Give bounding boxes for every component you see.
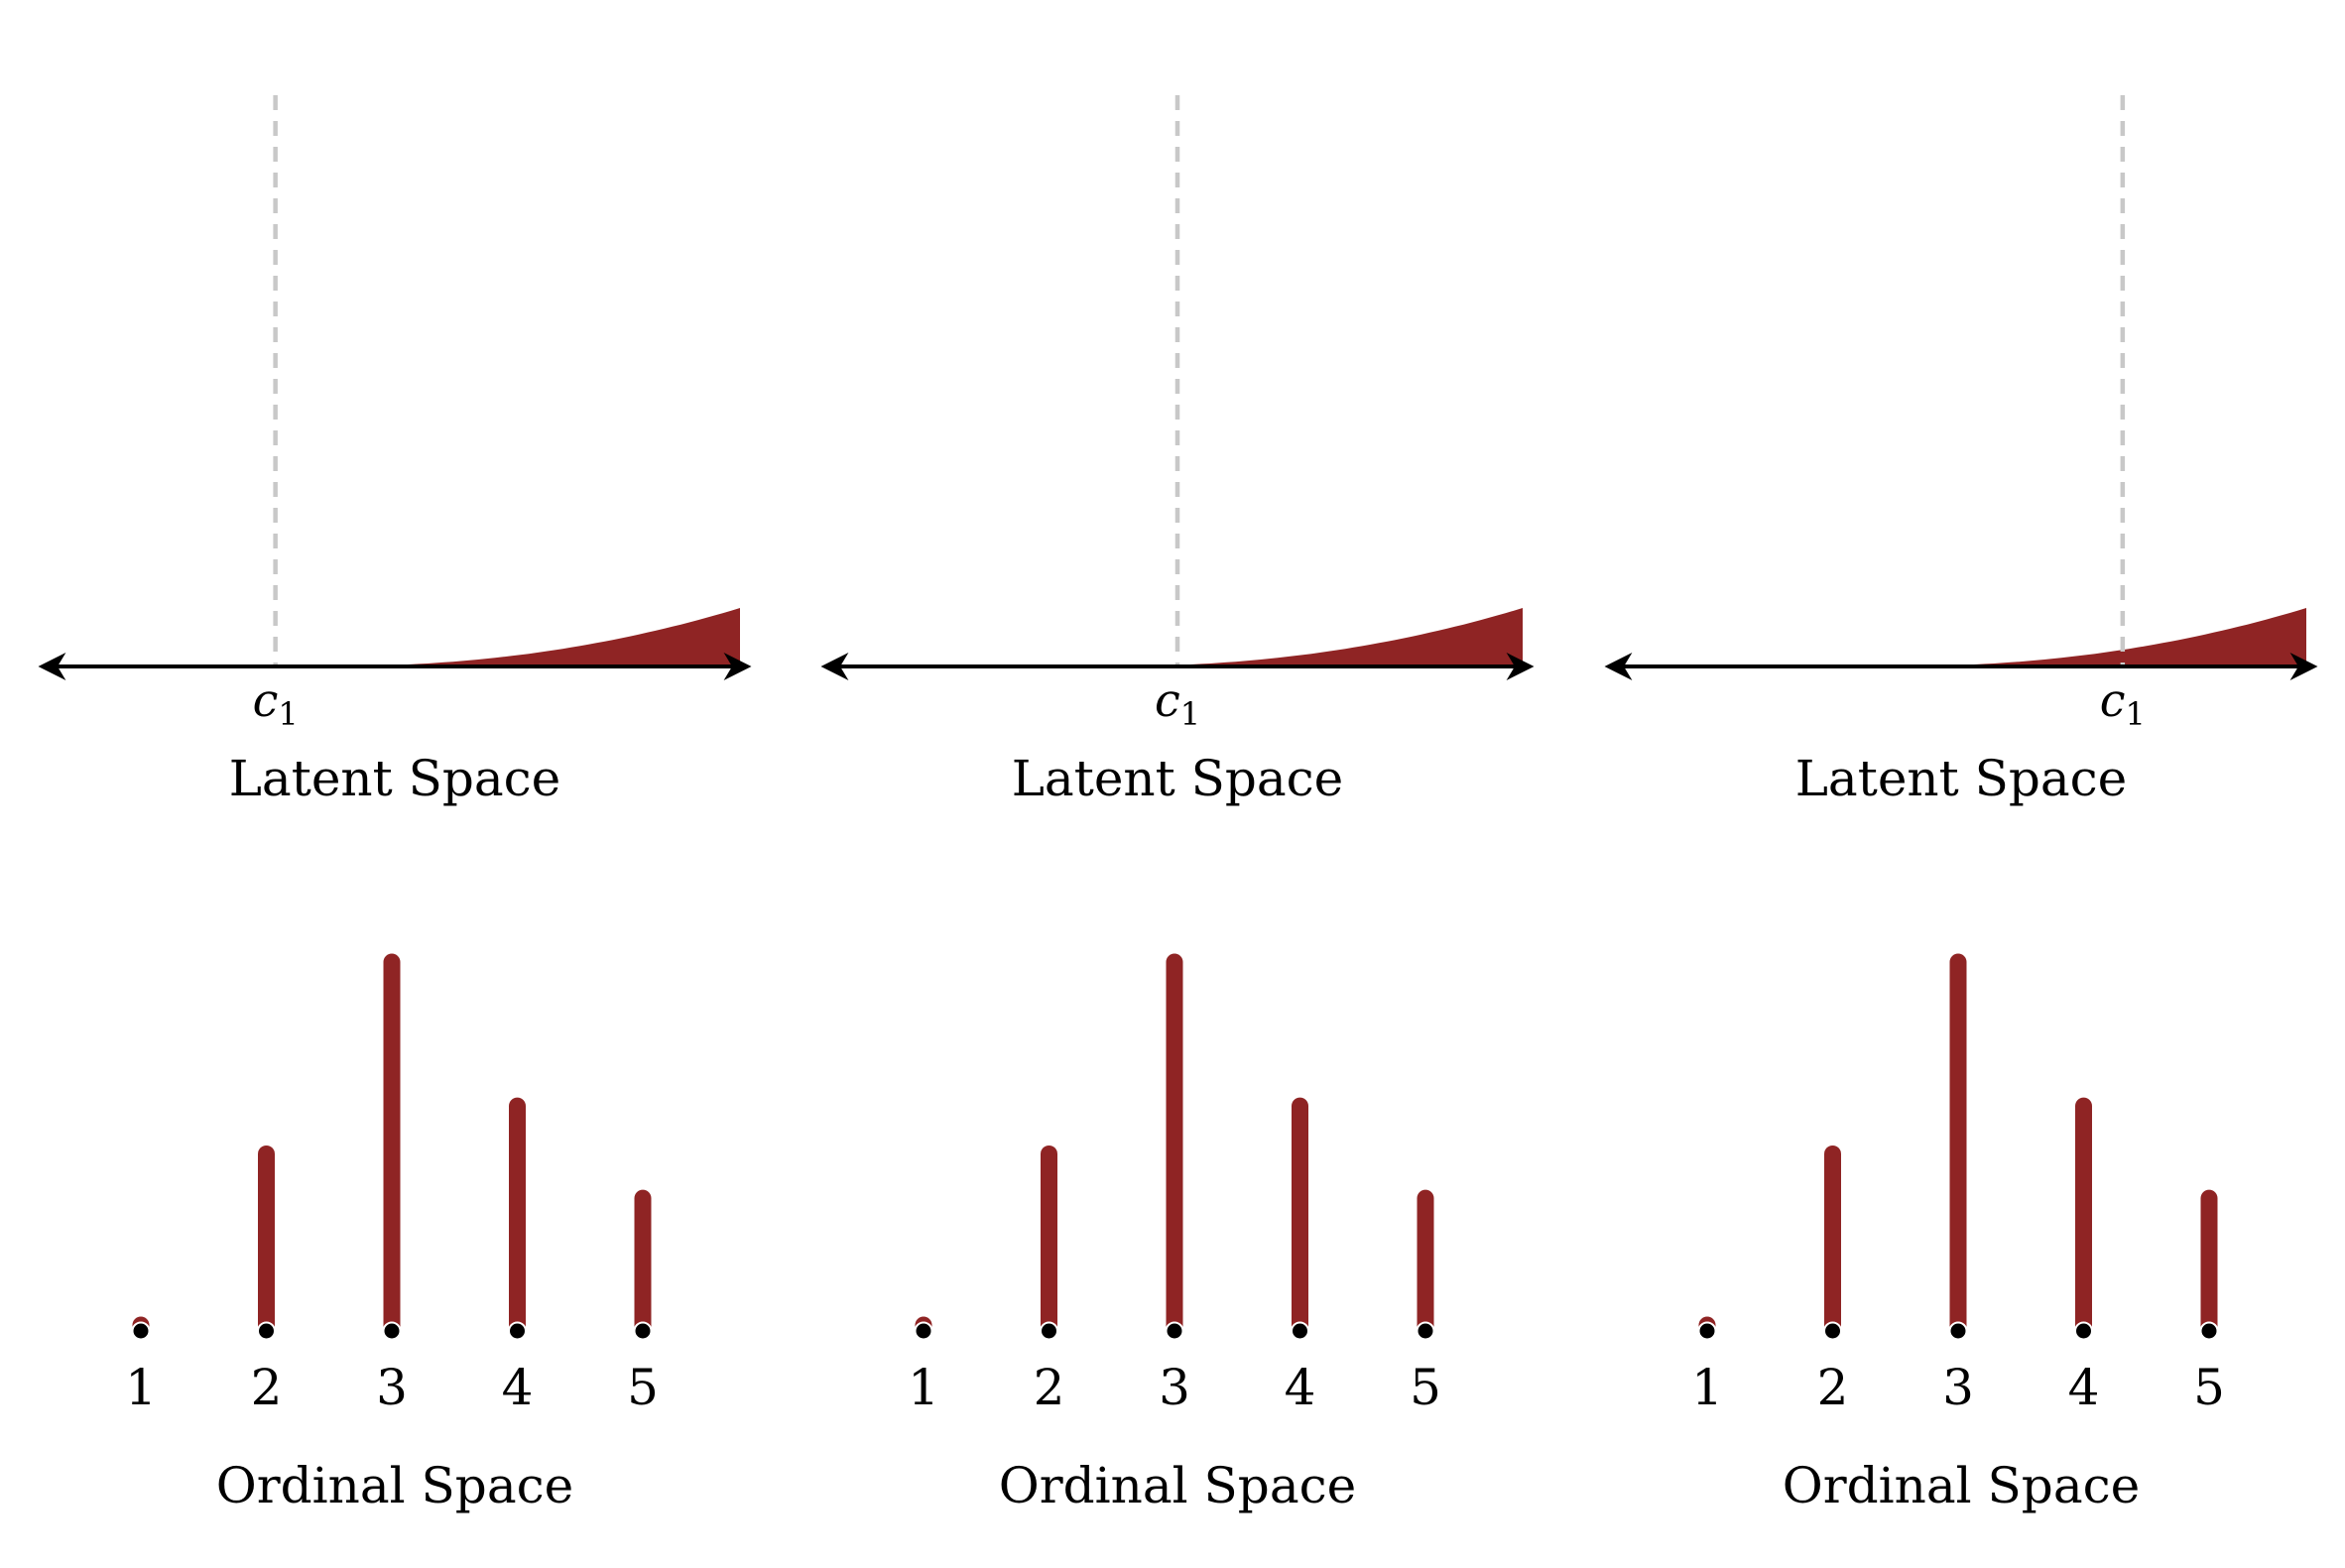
category-point: [633, 1321, 653, 1341]
latent-space-label: Latent Space: [1795, 750, 2128, 807]
category-tick-label: 1: [125, 1359, 157, 1416]
category-point: [382, 1321, 402, 1341]
latent-space-label: Latent Space: [1012, 750, 1344, 807]
category-point: [1697, 1321, 1717, 1341]
cutpoint-symbol: c: [1155, 673, 1180, 727]
cutpoint-subscript: 1: [278, 695, 298, 733]
ordinal-space-label: Ordinal Space: [1783, 1457, 2140, 1514]
category-tick-label: 2: [1034, 1359, 1065, 1416]
category-tick-label: 3: [1159, 1359, 1190, 1416]
category-point: [131, 1321, 151, 1341]
category-tick-label: 2: [251, 1359, 283, 1416]
cutpoint-symbol: c: [2100, 673, 2126, 727]
latent-space-label: Latent Space: [229, 750, 561, 807]
category-tick-label: 4: [1285, 1359, 1316, 1416]
category-point: [1165, 1321, 1184, 1341]
category-tick-label: 4: [502, 1359, 534, 1416]
category-tick-label: 2: [1817, 1359, 1849, 1416]
latent-density-tail: [1100, 608, 1523, 666]
category-tick-label: 3: [376, 1359, 408, 1416]
category-point: [508, 1321, 527, 1341]
latent-density-tail: [317, 608, 740, 666]
category-point: [914, 1321, 933, 1341]
category-tick-label: 4: [2068, 1359, 2100, 1416]
cutpoint-symbol: c: [253, 673, 279, 727]
category-point: [1823, 1321, 1842, 1341]
category-point: [257, 1321, 276, 1341]
category-tick-label: 1: [908, 1359, 939, 1416]
ordinal-space-plot: 1 2 3 4 5 Ordinal Space: [125, 953, 659, 1514]
latent-space-plot: c1 Latent Space: [1604, 95, 2318, 807]
category-point: [1948, 1321, 1968, 1341]
ordinal-space-plot: 1 2 3 4 5 Ordinal Space: [908, 953, 1441, 1514]
category-point: [1040, 1321, 1058, 1341]
category-point: [1291, 1321, 1309, 1341]
category-point: [2199, 1321, 2219, 1341]
cutpoint-label: c1: [253, 673, 299, 733]
cutpoint-label: c1: [2100, 673, 2146, 733]
category-tick-label: 5: [1410, 1359, 1441, 1416]
ordinal-space-label: Ordinal Space: [216, 1457, 573, 1514]
latent-space-plot: c1 Latent Space: [38, 95, 752, 807]
category-point: [2074, 1321, 2093, 1341]
category-tick-label: 5: [2193, 1359, 2225, 1416]
ordinal-space-plot: 1 2 3 4 5 Ordinal Space: [1691, 953, 2225, 1514]
cutpoint-subscript: 1: [2126, 695, 2146, 733]
latent-density-tail: [1884, 608, 2306, 666]
ordinal-space-label: Ordinal Space: [999, 1457, 1356, 1514]
latent-space-plot: c1 Latent Space: [820, 95, 1535, 807]
category-tick-label: 1: [1691, 1359, 1723, 1416]
cutpoint-subscript: 1: [1180, 695, 1200, 733]
category-tick-label: 3: [1942, 1359, 1974, 1416]
cutpoint-label: c1: [1155, 673, 1200, 733]
category-point: [1416, 1321, 1435, 1341]
category-tick-label: 5: [627, 1359, 659, 1416]
